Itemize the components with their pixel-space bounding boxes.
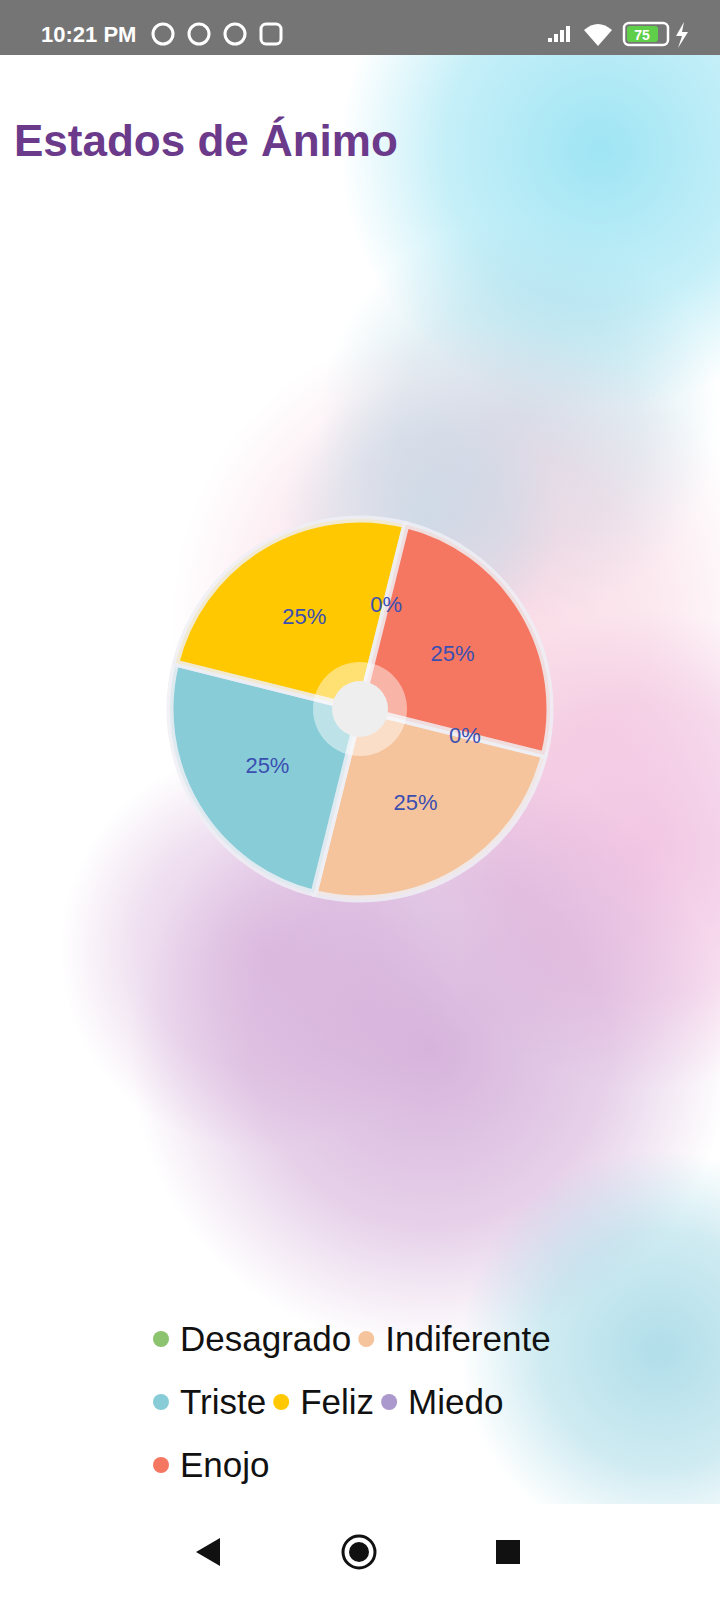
legend-swatch bbox=[153, 1394, 169, 1410]
legend-label: Miedo bbox=[408, 1382, 503, 1421]
legend-item: Miedo bbox=[381, 1382, 503, 1421]
signal-bar bbox=[548, 38, 552, 42]
wifi-icon bbox=[584, 24, 612, 46]
data-label: 25% bbox=[394, 790, 438, 815]
legend: Desagrado Indiferente Triste Feliz Miedo Enoj… bbox=[153, 1319, 551, 1484]
legend-item: Enojo bbox=[153, 1445, 270, 1484]
screen: 10:21 PM 75 Estados de Ánimo 0% 25% 25% 25% 0% 2… bbox=[0, 0, 720, 1600]
legend-item: Feliz bbox=[273, 1382, 374, 1421]
legend-label: Feliz bbox=[300, 1382, 374, 1421]
status-icon bbox=[261, 24, 281, 44]
legend-label: Enojo bbox=[180, 1445, 270, 1484]
nav-bar bbox=[0, 1504, 720, 1600]
data-label: 25% bbox=[282, 604, 326, 629]
battery-level bbox=[627, 26, 658, 42]
status-icon bbox=[189, 24, 209, 44]
chart-title: Estados de Ánimo bbox=[14, 116, 398, 165]
legend-label: Indiferente bbox=[385, 1319, 550, 1358]
data-label: 25% bbox=[245, 753, 289, 778]
pie-hole bbox=[332, 681, 388, 737]
legend-swatch bbox=[381, 1394, 397, 1410]
signal-bar bbox=[554, 34, 558, 42]
legend-item: Triste bbox=[153, 1382, 266, 1421]
charging-icon bbox=[676, 22, 688, 48]
legend-swatch bbox=[153, 1331, 169, 1347]
legend-label: Triste bbox=[180, 1382, 266, 1421]
nav-back[interactable] bbox=[196, 1538, 220, 1566]
nav-recents[interactable] bbox=[496, 1540, 520, 1564]
signal-bar bbox=[560, 30, 564, 42]
status-icon bbox=[225, 24, 245, 44]
nav-home-dot bbox=[349, 1542, 369, 1562]
battery-frame bbox=[624, 23, 668, 45]
status-bar bbox=[0, 0, 720, 55]
data-label: 25% bbox=[431, 641, 475, 666]
status-icon bbox=[153, 24, 173, 44]
legend-swatch bbox=[273, 1394, 289, 1410]
data-label: 0% bbox=[449, 723, 481, 748]
legend-swatch bbox=[153, 1457, 169, 1473]
data-label: 0% bbox=[370, 592, 402, 617]
pie bbox=[170, 519, 550, 899]
legend-label: Desagrado bbox=[180, 1319, 351, 1358]
battery-text: 75 bbox=[634, 27, 650, 43]
legend-item: Desagrado bbox=[153, 1319, 351, 1358]
legend-swatch bbox=[358, 1331, 374, 1347]
legend-item: Indiferente bbox=[358, 1319, 550, 1358]
nav-home[interactable] bbox=[343, 1536, 375, 1568]
pie-hole-ring bbox=[313, 662, 407, 756]
pie-labels: 0% 25% 25% 25% 0% 25% bbox=[245, 592, 480, 814]
signal-bar bbox=[566, 26, 570, 42]
status-time: 10:21 PM bbox=[41, 22, 136, 47]
